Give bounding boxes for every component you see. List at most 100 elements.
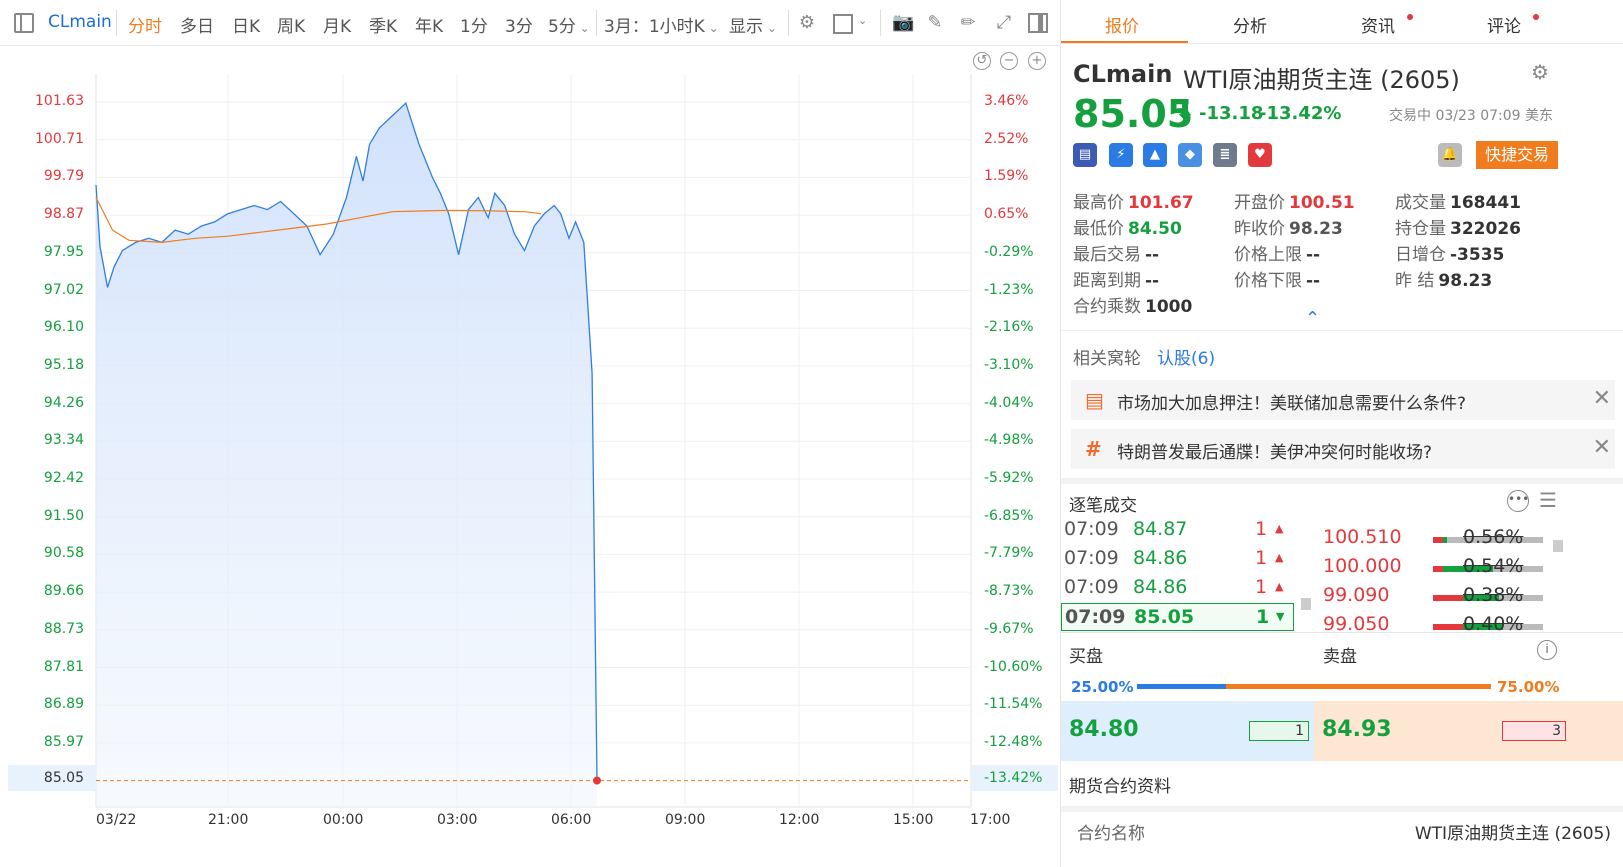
contract-period-select[interactable]: 3月：1小时K ⌄ — [604, 12, 719, 37]
settings-gear-icon[interactable]: ⚙ — [798, 12, 816, 33]
y-tick-label: 100.71 — [35, 130, 84, 147]
tab-daily-k[interactable]: 日K — [232, 17, 261, 37]
reset-zoom-icon[interactable]: ↺ — [973, 52, 991, 70]
dist-bar-sell — [1433, 537, 1443, 543]
x-tick-label: 21:00 — [208, 812, 249, 828]
scrollbar-thumb[interactable] — [1301, 598, 1311, 610]
tab-intraday[interactable]: 分时 — [128, 17, 162, 37]
dist-price: 99.050 — [1323, 613, 1390, 635]
divider — [788, 10, 789, 36]
stat-low: 最低价 84.50 — [1073, 214, 1182, 239]
display-label: 显示 — [729, 17, 763, 37]
price-line — [95, 102, 598, 781]
stat-expiry: 距离到期 -- — [1073, 266, 1159, 291]
display-menu[interactable]: 显示 ⌄ — [729, 12, 777, 37]
info-icon[interactable]: i — [1537, 640, 1557, 660]
hashtag-icon: # — [1085, 437, 1102, 461]
y-tick-label: 93.34 — [43, 432, 84, 449]
gold-bars-icon[interactable]: ▲ — [1143, 143, 1167, 167]
down-triangle-icon: ▼ — [1276, 610, 1285, 623]
zoom-in-icon[interactable]: + — [1028, 52, 1046, 70]
x-tick-label: 17:00 — [970, 812, 1011, 828]
scrollbar-thumb[interactable] — [1553, 540, 1563, 552]
list-settings-icon[interactable]: ☰ — [1539, 488, 1557, 512]
tab-1min[interactable]: 1分 — [460, 17, 488, 37]
pct-tick-label: 2.52% — [984, 130, 1029, 147]
pct-tick-label: -8.73% — [984, 583, 1034, 600]
close-icon[interactable]: ✕ — [1592, 386, 1611, 411]
stat-expiry-label: 距离到期 — [1073, 271, 1141, 291]
drawing-shape-icon[interactable] — [833, 14, 853, 34]
stat-high-label: 最高价 — [1073, 193, 1124, 213]
tab-comments[interactable]: 评论 — [1487, 17, 1521, 37]
buy-ratio-fill — [1137, 684, 1226, 689]
tick-quantity: 1 — [1255, 518, 1268, 540]
chevron-down-icon[interactable]: ⌄ — [858, 14, 868, 27]
stat-volume: 成交量 168441 — [1395, 188, 1521, 213]
flash-icon[interactable]: ⚡ — [1109, 143, 1133, 167]
more-options-icon[interactable]: ••• — [1507, 490, 1529, 512]
tab-5min[interactable]: 5分 ⌄ — [548, 12, 590, 37]
news-item[interactable]: ▤ 市场加大加息押注！美联储加息需要什么条件? ✕ — [1071, 380, 1615, 420]
tick-row: 07:09 85.05 1 ▼ — [1061, 603, 1294, 631]
tab-3min[interactable]: 3分 — [505, 17, 533, 37]
symbol-label[interactable]: CLmain — [48, 12, 112, 32]
stat-low-value: 84.50 — [1128, 219, 1182, 239]
buy-sell-ratio-bar — [1137, 684, 1491, 689]
pencil-icon[interactable]: ✏ — [960, 12, 976, 33]
related-warrants-link[interactable]: 认股(6) — [1157, 349, 1216, 369]
dist-percent: 0.40% — [1463, 613, 1524, 635]
stat-volume-label: 成交量 — [1395, 193, 1446, 213]
chart-edit-icon[interactable]: ✎ — [927, 12, 943, 33]
tab-news[interactable]: 资讯 — [1361, 17, 1395, 37]
sidebar-toggle-icon[interactable] — [14, 13, 34, 33]
price-distribution-row: 100.510 0.56% — [1323, 524, 1563, 552]
tab-quote[interactable]: 报价 — [1105, 17, 1139, 37]
tab-weekly-k[interactable]: 周K — [277, 17, 306, 37]
chevron-down-icon: ⌄ — [763, 21, 777, 35]
fullscreen-icon[interactable]: ⤢ — [996, 12, 1012, 33]
tag-icon[interactable]: ◆ — [1178, 143, 1202, 167]
tab-yearly-k[interactable]: 年K — [415, 17, 444, 37]
dist-percent: 0.56% — [1463, 526, 1524, 548]
panel-toggle-icon[interactable] — [1028, 13, 1048, 33]
buy-percent: 25.00% — [1071, 678, 1134, 696]
x-tick-label: 03/22 — [96, 812, 137, 828]
collapse-chevron-up-icon[interactable]: ⌃ — [1305, 308, 1321, 329]
notes-icon[interactable]: ≣ — [1213, 143, 1237, 167]
current-pct-marker-right — [972, 765, 1058, 791]
close-icon[interactable]: ✕ — [1592, 435, 1611, 460]
tick-time: 07:09 — [1064, 547, 1119, 569]
ask-row[interactable]: 84.93 3 — [1314, 701, 1623, 761]
news-item[interactable]: # 特朗普发最后通牒！美伊冲突何时能收场? ✕ — [1071, 429, 1615, 469]
gear-icon[interactable]: ⚙ — [1531, 60, 1549, 84]
contract-name-value: WTI原油期货主连 (2605) — [1414, 824, 1611, 844]
dist-bar — [1433, 624, 1543, 630]
tab-multiday[interactable]: 多日 — [180, 17, 214, 37]
quote-symbol: CLmain — [1073, 60, 1173, 88]
intraday-chart[interactable]: ↺ − + 101.63 100.71 99.79 98.87 97.95 97.02 96… — [0, 46, 1060, 867]
quick-trade-button[interactable]: 快捷交易 — [1476, 141, 1558, 169]
stat-prev-close: 昨收价 98.23 — [1234, 214, 1343, 239]
quote-panel: 报价 分析 资讯 评论 CLmain WTI原油期货主连 (2605) ⚙ 85… — [1060, 0, 1623, 867]
pct-tick-label: 0.65% — [984, 206, 1029, 223]
dist-bar-sell — [1433, 566, 1443, 572]
stat-daily-oi: 日增仓 -3535 — [1395, 240, 1504, 265]
bell-icon[interactable]: 🔔 — [1438, 143, 1462, 167]
stat-last-trade-value: -- — [1145, 245, 1160, 265]
y-tick-label: 91.50 — [43, 507, 84, 524]
dist-price: 100.000 — [1323, 555, 1402, 577]
quote-name: WTI原油期货主连 (2605) — [1183, 66, 1460, 94]
tab-quarterly-k[interactable]: 季K — [369, 17, 398, 37]
favorite-heart-icon[interactable]: ♥ — [1248, 143, 1272, 167]
zoom-out-icon[interactable]: − — [1000, 52, 1018, 70]
tab-analysis[interactable]: 分析 — [1233, 17, 1267, 37]
camera-icon[interactable]: 📷 — [892, 12, 915, 33]
up-triangle-icon: ▲ — [1275, 580, 1284, 593]
pct-tick-label: -6.85% — [984, 507, 1034, 524]
x-tick-label: 15:00 — [893, 812, 934, 828]
bid-row[interactable]: 84.80 1 — [1061, 701, 1314, 761]
tab-monthly-k[interactable]: 月K — [323, 17, 352, 37]
dist-price: 100.510 — [1323, 526, 1402, 548]
stat-oi: 持仓量 322026 — [1395, 214, 1521, 239]
